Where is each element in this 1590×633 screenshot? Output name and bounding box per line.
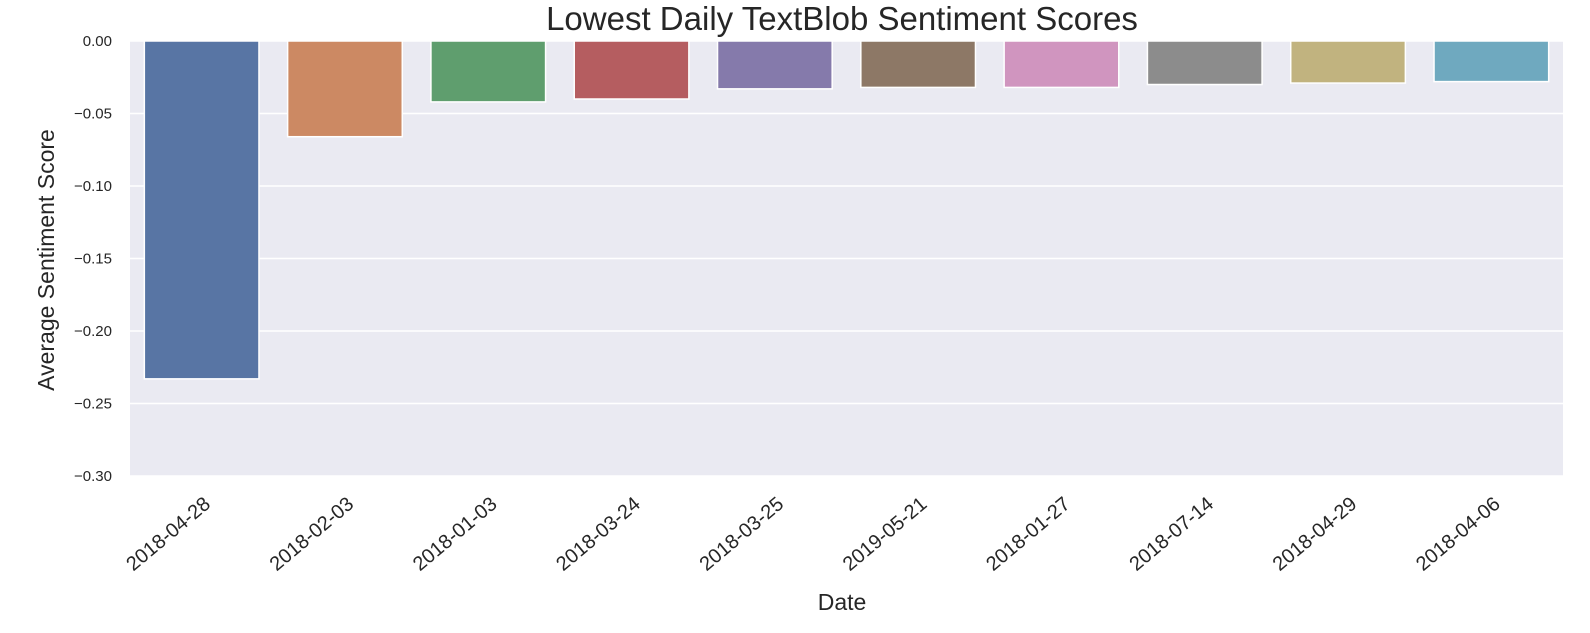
x-tick-label: 2018-01-27 [982, 493, 1075, 576]
bars [143, 40, 1550, 380]
x-axis-label: Date [818, 589, 867, 615]
x-tick-labels: 2018-04-28 2018-02-03 2018-01-03 2018-03-24… [122, 493, 1504, 576]
y-axis-label: Average Sentiment Score [33, 129, 59, 391]
y-tick-label: −0.15 [74, 251, 112, 268]
bar-2018-07-14 [1146, 40, 1263, 86]
x-tick-label: 2018-04-06 [1412, 493, 1505, 576]
x-tick-label: 2018-03-25 [696, 493, 789, 576]
bar-2018-03-24 [573, 40, 690, 100]
y-tick-label: 0.00 [83, 33, 112, 50]
y-tick-labels: 0.00 −0.05 −0.10 −0.15 −0.20 −0.25 −0.30 [74, 33, 112, 485]
bar-2018-02-03 [286, 40, 404, 138]
y-tick-label: −0.20 [74, 323, 112, 340]
x-tick-label: 2018-04-28 [122, 493, 215, 576]
y-tick-label: −0.05 [74, 106, 112, 123]
chart-title: Lowest Daily TextBlob Sentiment Scores [546, 0, 1138, 37]
bar-2018-04-28 [143, 40, 260, 380]
y-tick-label: −0.25 [74, 396, 112, 413]
bar-2018-04-29 [1289, 40, 1407, 84]
bar-2018-01-27 [1003, 40, 1120, 89]
bar-2018-04-06 [1433, 40, 1550, 83]
x-tick-label: 2019-05-21 [839, 493, 932, 576]
y-tick-label: −0.10 [74, 178, 112, 195]
y-tick-label: −0.30 [74, 468, 112, 485]
x-tick-label: 2018-03-24 [552, 493, 645, 576]
x-tick-label: 2018-04-29 [1269, 493, 1362, 576]
x-tick-label: 2018-02-03 [266, 493, 359, 576]
x-tick-label: 2018-01-03 [409, 493, 502, 576]
bar-2018-01-03 [430, 40, 547, 103]
bar-2019-05-21 [860, 40, 977, 89]
x-tick-label: 2018-07-14 [1125, 493, 1218, 576]
bar-2018-03-25 [716, 40, 833, 90]
